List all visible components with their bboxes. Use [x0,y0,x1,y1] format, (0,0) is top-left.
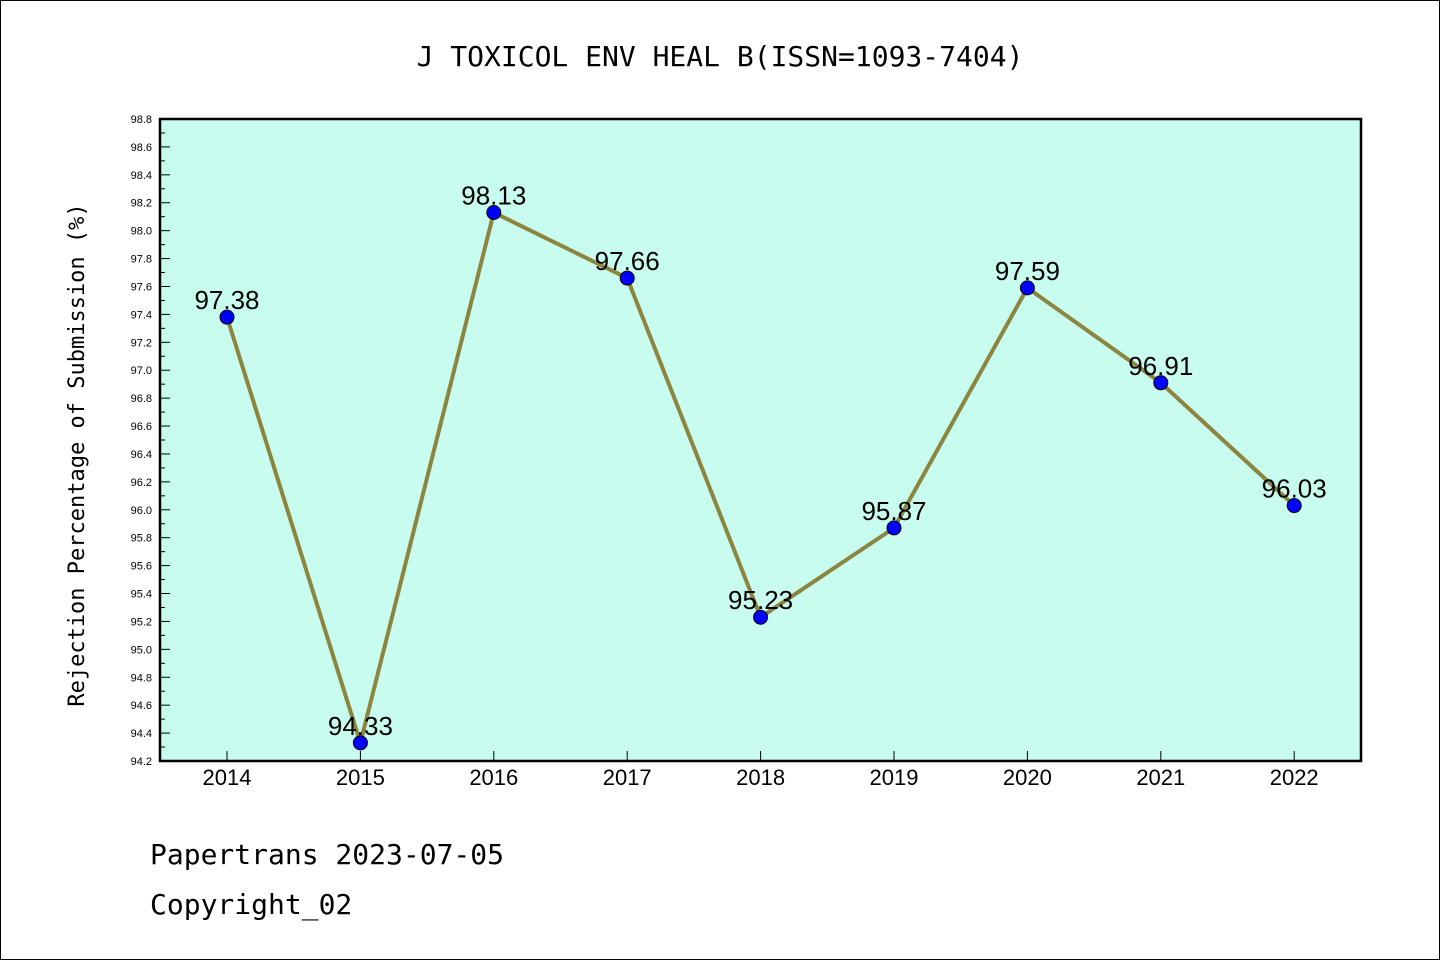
data-point-2017 [619,270,635,286]
y-tick-label: 95.0 [131,644,152,656]
x-tick-label: 2014 [203,765,252,790]
y-tick-label: 95.6 [131,561,152,573]
data-labels: 97.38 94.33 98.13 97.66 95.23 95.87 97.59 96.91… [194,181,1326,741]
x-tick-label: 2016 [469,765,518,790]
y-tick-label: 96.2 [131,477,152,489]
data-point-2022 [1286,498,1302,514]
y-axis: 94.2 94.4 94.6 94.8 95.0 95.2 95.4 95.6 95.8 96.0… [131,114,170,768]
data-label-2021: 96.91 [1128,351,1193,381]
footer-copyright: Copyright_02 [150,888,352,922]
y-tick-label: 97.0 [131,365,152,377]
y-tick-label: 97.4 [131,309,152,321]
data-point-2014 [219,309,235,325]
data-label-2019: 95.87 [861,496,926,526]
data-point-2016 [486,205,502,221]
x-tick-label: 2018 [736,765,785,790]
x-tick-label: 2017 [603,765,652,790]
chart-title: J TOXICOL ENV HEAL B(ISSN=1093-7404) [417,40,1024,73]
y-tick-label: 95.2 [131,616,152,628]
data-label-2014: 97.38 [194,285,259,315]
data-point-2021 [1153,375,1169,391]
y-tick-label: 96.4 [131,449,152,461]
y-tick-label: 95.8 [131,533,152,545]
data-point-2019 [886,520,902,536]
x-axis: 2014 2015 2016 2017 2018 2019 2020 2021 2022 [203,751,1319,790]
y-tick-label: 94.8 [131,672,152,684]
data-point-2020 [1019,280,1035,296]
y-tick-label: 98.2 [131,198,152,210]
y-axis-label: Rejection Percentage of Submission (%) [65,203,90,706]
y-tick-label: 95.4 [131,589,152,601]
y-tick-label: 97.8 [131,254,152,266]
x-tick-label: 2019 [870,765,919,790]
y-tick-label: 96.8 [131,393,152,405]
y-tick-label: 96.0 [131,505,152,517]
y-tick-label: 98.0 [131,226,152,238]
y-tick-label: 97.6 [131,281,152,293]
x-tick-label: 2020 [1003,765,1052,790]
data-label-2018: 95.23 [728,585,793,615]
y-tick-label: 96.6 [131,421,152,433]
y-tick-label: 98.4 [131,170,152,182]
y-tick-label: 98.6 [131,142,152,154]
data-label-2015: 94.33 [328,711,393,741]
data-label-2022: 96.03 [1262,474,1327,504]
plot-area [158,117,1363,763]
x-tick-label: 2021 [1136,765,1185,790]
data-points [219,205,1302,751]
data-point-2015 [352,735,368,751]
y-tick-label: 98.8 [131,114,152,126]
y-tick-label: 94.6 [131,700,152,712]
data-label-2017: 97.66 [595,246,660,276]
data-label-2016: 98.13 [461,181,526,211]
x-tick-label: 2022 [1270,765,1319,790]
footer-date-credit: Papertrans 2023-07-05 [150,838,504,871]
data-point-2018 [753,609,769,625]
data-label-2020: 97.59 [995,256,1060,286]
y-tick-label: 97.2 [131,337,152,349]
y-tick-label: 94.2 [131,756,152,768]
y-tick-label: 94.4 [131,728,152,740]
x-tick-label: 2015 [336,765,385,790]
